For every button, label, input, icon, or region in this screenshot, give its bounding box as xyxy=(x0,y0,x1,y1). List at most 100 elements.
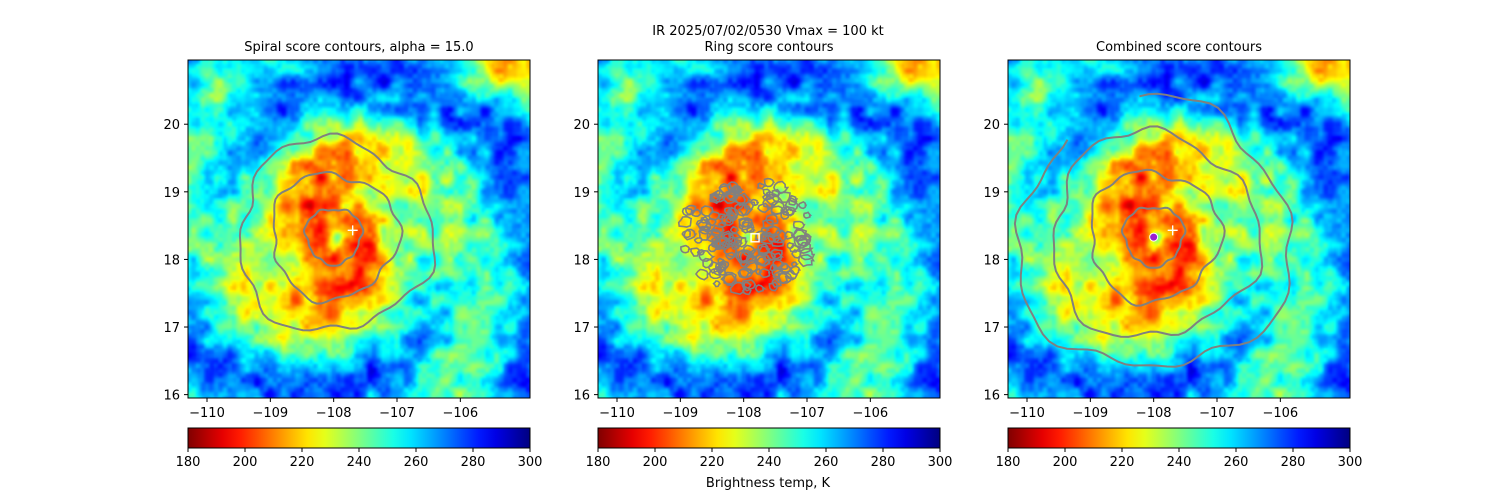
x-tick-label: −109 xyxy=(252,406,288,421)
colorbar-tick-label: 200 xyxy=(233,455,258,470)
colorbar-tick-label: 240 xyxy=(757,455,782,470)
colorbar-tick-label: 280 xyxy=(871,455,896,470)
contour-line xyxy=(720,271,737,287)
x-tick-label: −108 xyxy=(726,406,762,421)
contour-line xyxy=(760,233,768,240)
colorbar-tick-label: 220 xyxy=(700,455,725,470)
contour-line xyxy=(725,251,738,261)
contour-line xyxy=(725,216,735,224)
x-tick-label: −110 xyxy=(189,406,225,421)
contour-line xyxy=(770,248,783,261)
contour-line xyxy=(727,212,739,222)
contour-line xyxy=(743,244,757,258)
y-tick-label: 17 xyxy=(163,321,180,336)
colorbar-tick-label: 220 xyxy=(1110,455,1135,470)
colorbar-tick-label: 280 xyxy=(1281,455,1306,470)
contour-line xyxy=(770,205,785,216)
contour-line xyxy=(721,230,733,241)
contour-line xyxy=(776,262,793,273)
brightness-temperature-image xyxy=(188,60,530,398)
y-tick-label: 20 xyxy=(983,118,1000,133)
contour-line xyxy=(717,221,727,228)
contour-line xyxy=(772,258,785,271)
contour-line xyxy=(238,132,437,332)
contour-line xyxy=(785,270,799,281)
center-circle-marker xyxy=(1149,232,1159,242)
contour-line xyxy=(746,225,757,234)
colorbar xyxy=(597,427,941,449)
center-square-marker xyxy=(750,233,760,243)
axes-frame xyxy=(597,59,941,399)
y-tick-label: 20 xyxy=(573,118,590,133)
colorbar-tick-label: 200 xyxy=(1053,455,1078,470)
center-plus-marker xyxy=(1167,225,1178,236)
contour-line xyxy=(783,230,794,240)
colorbar-tick-label: 280 xyxy=(461,455,486,470)
contour-line xyxy=(782,205,797,217)
contour-line xyxy=(690,247,702,257)
contour-line xyxy=(681,207,694,217)
contour-line xyxy=(754,284,767,294)
contour-line xyxy=(738,268,753,279)
contour-line xyxy=(797,253,815,268)
contour-line xyxy=(723,244,738,258)
panel-3: Combined score contours −110 −109 −108 −107 −… xyxy=(983,40,1362,470)
contour-line xyxy=(738,218,750,228)
brightness-temperature-image xyxy=(598,60,940,398)
y-tick-label: 16 xyxy=(983,389,1000,404)
contour-line xyxy=(734,194,747,205)
score-contours xyxy=(238,132,437,332)
contour-line xyxy=(729,225,739,235)
x-tick-label: −107 xyxy=(379,406,415,421)
contour-line xyxy=(802,211,813,219)
contour-line xyxy=(707,211,721,221)
x-tick-label: −106 xyxy=(442,406,478,421)
contour-line xyxy=(738,217,754,231)
colorbar xyxy=(1007,427,1351,449)
contour-line xyxy=(710,224,726,236)
contour-line xyxy=(765,225,784,238)
colorbar-tick-label: 220 xyxy=(290,455,315,470)
contour-line xyxy=(739,250,756,264)
y-tick-label: 18 xyxy=(163,253,180,268)
y-tick-label: 16 xyxy=(163,389,180,404)
y-tick-label: 17 xyxy=(573,321,590,336)
colorbar-tick-label: 200 xyxy=(643,455,668,470)
contour-line xyxy=(795,234,812,247)
axes-frame xyxy=(1007,59,1351,399)
contour-line xyxy=(773,180,790,194)
contour-line xyxy=(750,198,760,207)
contour-line xyxy=(272,170,404,305)
contour-line xyxy=(786,241,795,250)
contour-line xyxy=(764,193,781,206)
colorbar-tick-label: 180 xyxy=(586,455,611,470)
x-tick-label: −106 xyxy=(1262,406,1298,421)
panel-1: Spiral score contours, alpha = 15.0 −110 −… xyxy=(163,40,542,470)
colorbar-tick-label: 180 xyxy=(176,455,201,470)
contour-line xyxy=(725,189,742,202)
contour-line xyxy=(737,204,754,216)
contour-line xyxy=(733,236,748,248)
contour-line xyxy=(683,228,698,241)
contour-line xyxy=(713,240,726,251)
contour-line xyxy=(802,232,812,241)
contour-line xyxy=(790,261,800,268)
panel-title: Ring score contours xyxy=(704,40,833,55)
contour-line xyxy=(694,268,710,281)
colorbar-tick-label: 300 xyxy=(1338,455,1363,470)
contour-line xyxy=(677,215,693,228)
contour-line xyxy=(755,268,764,276)
contour-line xyxy=(684,204,699,216)
panel-2: Ring score contours −110 −109 −108 −107 −106 1… xyxy=(573,40,952,470)
contour-line xyxy=(799,241,814,254)
contour-line xyxy=(302,208,365,267)
y-tick-label: 19 xyxy=(983,186,1000,201)
x-tick-label: −107 xyxy=(789,406,825,421)
contour-line xyxy=(729,281,746,296)
colorbar-tick-label: 260 xyxy=(814,455,839,470)
contour-line xyxy=(737,249,755,264)
contour-line xyxy=(792,220,806,230)
contour-line xyxy=(731,242,740,250)
contour-line xyxy=(763,177,776,188)
